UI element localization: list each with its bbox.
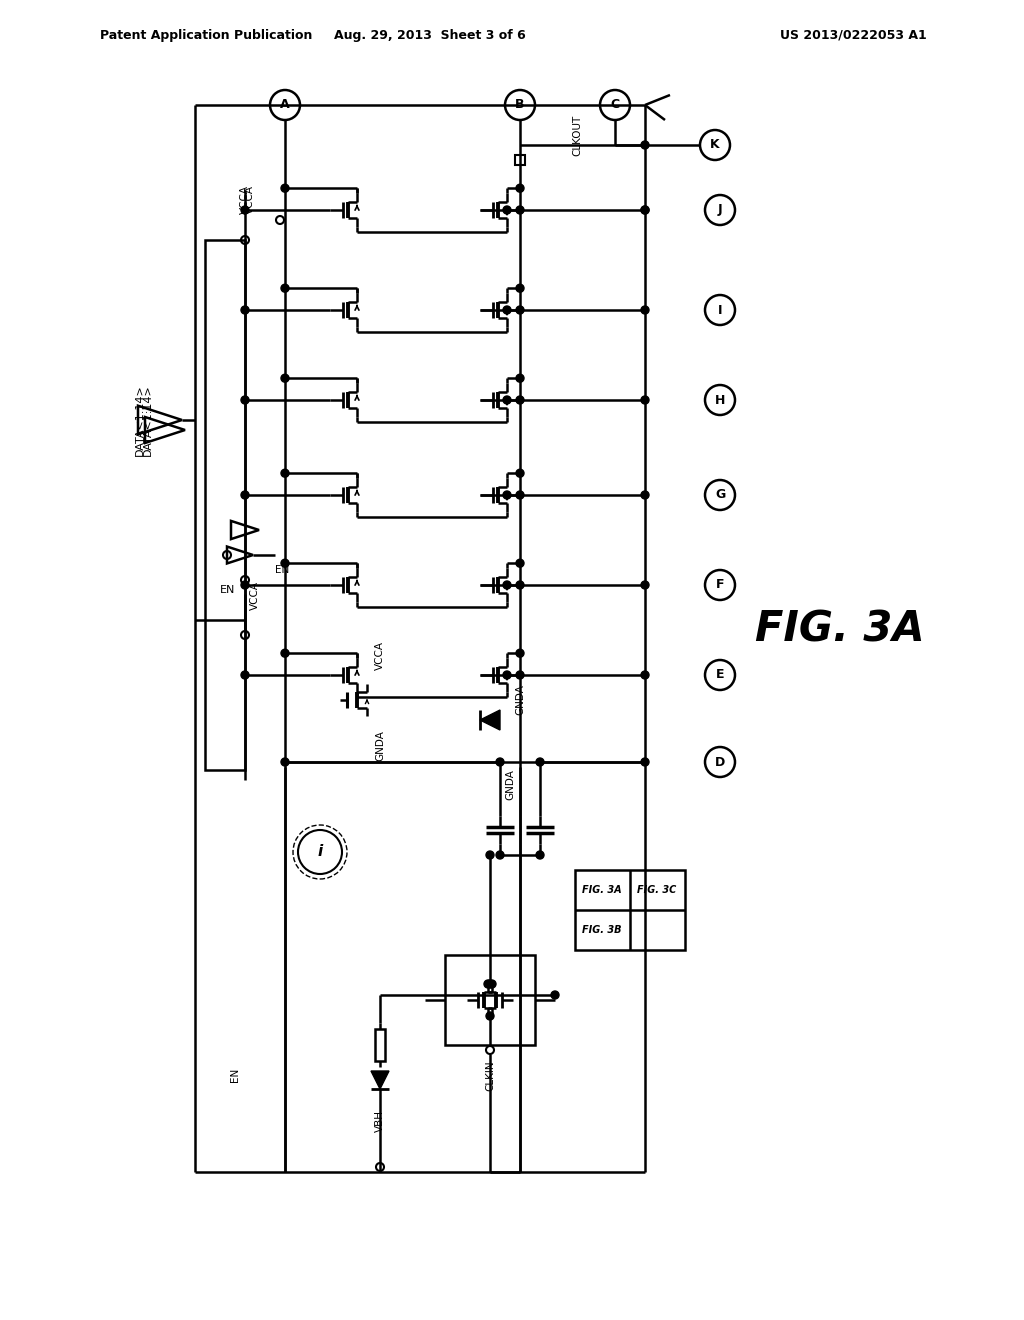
Text: DATA<1:14>: DATA<1:14> [135, 384, 145, 455]
Circle shape [536, 851, 544, 859]
Circle shape [241, 306, 249, 314]
Text: CLKIN: CLKIN [485, 1060, 495, 1090]
Circle shape [641, 491, 649, 499]
Circle shape [503, 206, 511, 214]
Text: G: G [715, 488, 725, 502]
Circle shape [241, 396, 249, 404]
Circle shape [641, 141, 649, 149]
Polygon shape [480, 710, 500, 730]
Circle shape [488, 979, 496, 987]
Bar [515, 154, 525, 165]
Circle shape [281, 374, 289, 383]
Circle shape [516, 671, 524, 678]
Circle shape [241, 491, 249, 499]
Bar [375, 1030, 385, 1061]
Text: FIG. 3C: FIG. 3C [637, 884, 677, 895]
Text: EN: EN [219, 585, 234, 595]
Circle shape [486, 1012, 494, 1020]
Circle shape [641, 206, 649, 214]
Bar [575, 870, 685, 950]
Text: VCCA: VCCA [245, 186, 255, 214]
Circle shape [241, 581, 249, 589]
Circle shape [281, 185, 289, 193]
Circle shape [281, 649, 289, 657]
Circle shape [641, 581, 649, 589]
Circle shape [516, 284, 524, 292]
Text: GNDA: GNDA [515, 684, 525, 715]
Text: Aug. 29, 2013  Sheet 3 of 6: Aug. 29, 2013 Sheet 3 of 6 [334, 29, 526, 41]
Polygon shape [371, 1071, 389, 1089]
Circle shape [536, 758, 544, 766]
Circle shape [516, 469, 524, 478]
Circle shape [641, 396, 649, 404]
Text: A: A [281, 99, 290, 111]
Circle shape [486, 979, 494, 987]
Text: FIG. 3B: FIG. 3B [583, 925, 622, 935]
Text: K: K [711, 139, 720, 152]
Circle shape [551, 991, 559, 999]
Text: J: J [718, 203, 722, 216]
Circle shape [516, 581, 524, 589]
Text: GNDA: GNDA [375, 730, 385, 760]
Text: H: H [715, 393, 725, 407]
Circle shape [641, 206, 649, 214]
Text: DATA<1:14>: DATA<1:14> [143, 384, 153, 455]
Circle shape [281, 758, 289, 766]
Circle shape [516, 396, 524, 404]
Circle shape [496, 851, 504, 859]
Circle shape [516, 649, 524, 657]
Circle shape [503, 306, 511, 314]
Circle shape [641, 671, 649, 678]
Text: US 2013/0222053 A1: US 2013/0222053 A1 [780, 29, 927, 41]
Text: FIG. 3A: FIG. 3A [755, 609, 925, 651]
Text: C: C [610, 99, 620, 111]
Text: FIG. 3A: FIG. 3A [583, 884, 622, 895]
Circle shape [503, 396, 511, 404]
Text: EN: EN [275, 565, 289, 576]
Circle shape [486, 851, 494, 859]
Circle shape [516, 560, 524, 568]
Circle shape [241, 671, 249, 678]
Circle shape [241, 206, 249, 214]
Circle shape [516, 491, 524, 499]
Circle shape [281, 560, 289, 568]
Text: E: E [716, 668, 724, 681]
Circle shape [484, 979, 492, 987]
Circle shape [496, 758, 504, 766]
Bar [205, 240, 245, 770]
Text: D: D [715, 755, 725, 768]
Text: GNDA: GNDA [505, 770, 515, 800]
Circle shape [516, 206, 524, 214]
Text: F: F [716, 578, 724, 591]
Circle shape [516, 306, 524, 314]
Text: B: B [515, 99, 524, 111]
Text: I: I [718, 304, 722, 317]
Text: CLKOUT: CLKOUT [572, 115, 582, 156]
Circle shape [641, 758, 649, 766]
Text: VCCA: VCCA [375, 642, 385, 671]
Text: EN: EN [230, 1068, 240, 1082]
Bar [445, 954, 535, 1045]
Text: VBH: VBH [375, 1110, 385, 1133]
Circle shape [503, 491, 511, 499]
Circle shape [516, 374, 524, 383]
Text: VCCA: VCCA [240, 186, 250, 214]
Circle shape [281, 284, 289, 292]
Text: Patent Application Publication: Patent Application Publication [100, 29, 312, 41]
Circle shape [503, 581, 511, 589]
Text: i: i [317, 845, 323, 859]
Circle shape [281, 469, 289, 478]
Text: VCCA: VCCA [250, 581, 260, 610]
Circle shape [503, 671, 511, 678]
Circle shape [516, 185, 524, 193]
Circle shape [641, 306, 649, 314]
